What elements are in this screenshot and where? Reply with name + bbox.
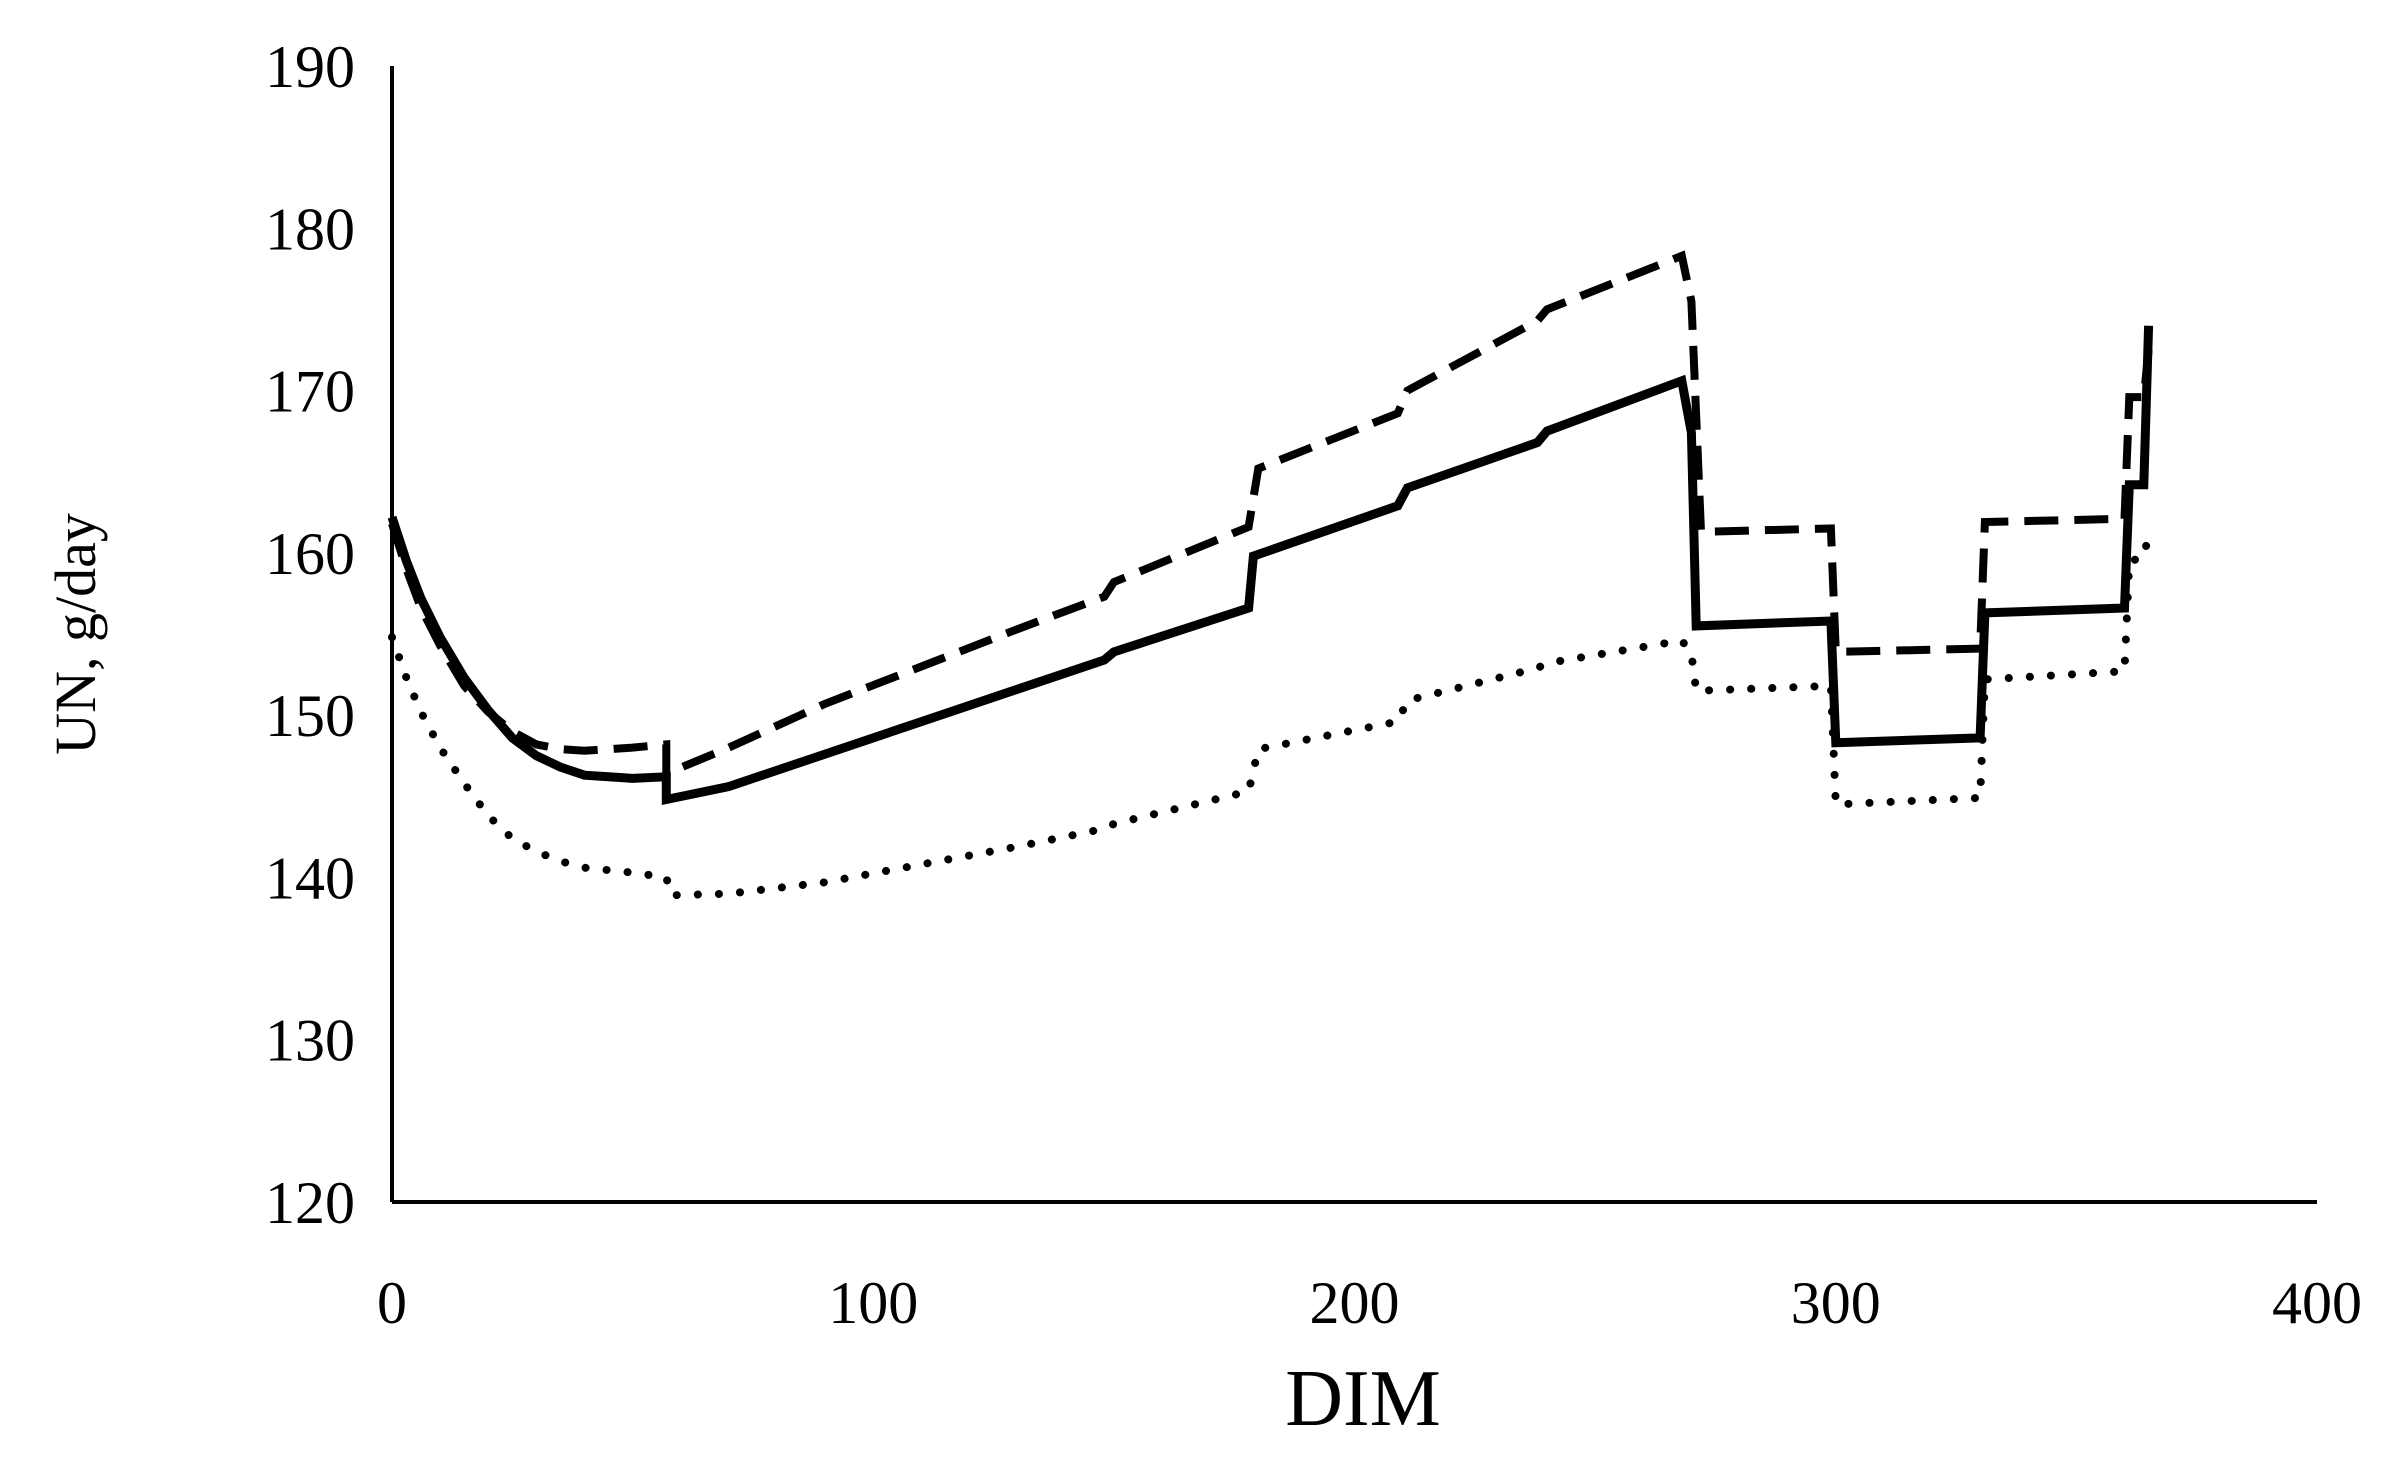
series-line-dashed	[388, 250, 2153, 780]
y-tick-label: 190	[265, 34, 355, 100]
y-tick-label: 150	[265, 683, 355, 749]
y-tick-label: 170	[265, 359, 355, 425]
x-tick-label: 300	[1791, 1270, 1881, 1336]
x-axis-title: DIM	[1285, 1355, 1441, 1443]
series-line-dotted	[388, 529, 2153, 900]
x-tick-label: 400	[2272, 1270, 2362, 1336]
y-axis-title: UN, g/day	[43, 513, 108, 755]
y-tick-label: 120	[265, 1170, 355, 1236]
y-tick-label: 180	[265, 196, 355, 262]
y-axis-ticks: 120 130 140 150 160 170 180 190	[265, 34, 355, 1236]
plot-area	[387, 250, 2154, 900]
x-tick-label: 100	[828, 1270, 918, 1336]
x-tick-label: 200	[1310, 1270, 1400, 1336]
x-tick-label: 0	[377, 1270, 407, 1336]
y-tick-label: 140	[265, 845, 355, 911]
y-tick-label: 130	[265, 1008, 355, 1074]
x-axis-ticks: 0 100 200 300 400	[377, 1270, 2362, 1336]
series-line-solid	[387, 325, 2154, 806]
y-tick-label: 160	[265, 521, 355, 587]
